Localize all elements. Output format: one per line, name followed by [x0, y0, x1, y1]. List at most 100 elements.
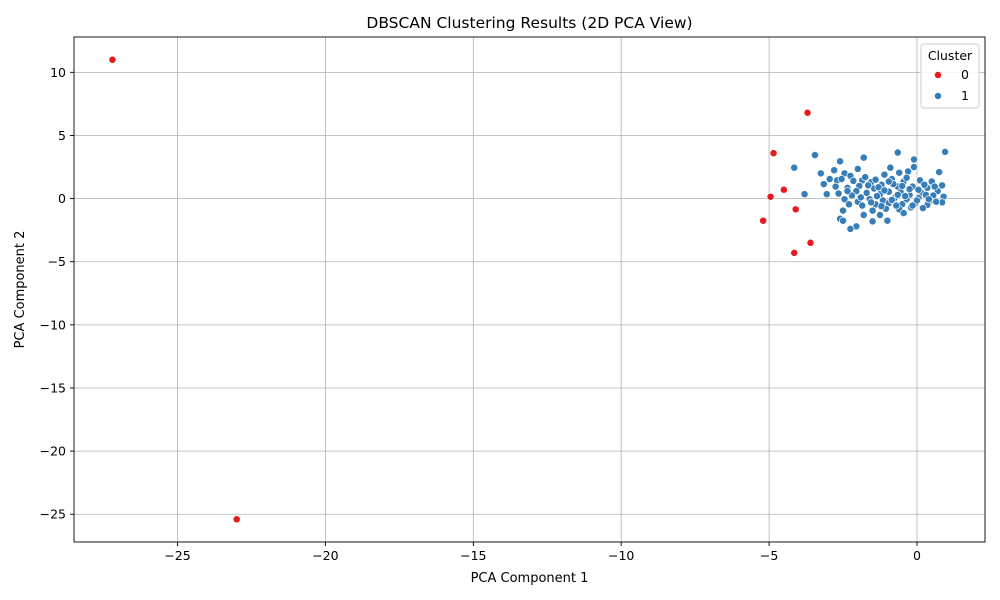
data-point-cluster-1 [867, 198, 876, 207]
data-point-cluster-1 [819, 180, 828, 189]
data-point-cluster-0 [806, 238, 815, 247]
legend-title: Cluster [928, 48, 973, 63]
data-point-cluster-1 [932, 197, 941, 206]
y-tick-label: −15 [40, 380, 66, 395]
data-point-cluster-1 [873, 192, 881, 201]
y-tick-label: −25 [40, 507, 66, 522]
data-point-cluster-1 [800, 190, 809, 199]
legend-label: 0 [961, 67, 969, 82]
data-point-cluster-1 [913, 196, 921, 205]
data-point-cluster-1 [941, 147, 950, 156]
data-point-cluster-1 [853, 164, 862, 173]
data-point-cluster-1 [871, 175, 880, 184]
data-point-cluster-0 [790, 248, 799, 257]
x-tick-label: 0 [913, 548, 921, 563]
data-point-cluster-1 [839, 216, 847, 225]
data-point-cluster-1 [901, 192, 910, 201]
data-point-cluster-1 [830, 166, 839, 175]
data-point-cluster-1 [876, 211, 884, 219]
data-point-cluster-1 [893, 190, 902, 199]
data-point-cluster-1 [938, 181, 947, 190]
data-point-cluster-1 [868, 217, 877, 226]
x-tick-label: −20 [312, 548, 338, 563]
data-point-cluster-1 [887, 195, 896, 204]
data-point-cluster-1 [935, 168, 944, 177]
data-point-cluster-1 [843, 187, 852, 195]
data-point-cluster-1 [914, 185, 923, 194]
data-point-cluster-1 [892, 201, 901, 210]
data-point-cluster-1 [905, 185, 914, 194]
y-tick-label: −5 [48, 254, 66, 269]
data-point-cluster-1 [898, 182, 907, 190]
data-point-cluster-1 [918, 204, 927, 213]
data-point-cluster-1 [862, 188, 871, 197]
data-point-cluster-1 [822, 190, 831, 199]
data-point-cluster-1 [844, 200, 853, 209]
data-point-cluster-1 [868, 206, 877, 215]
data-point-cluster-0 [791, 205, 800, 214]
y-tick-label: −10 [40, 317, 66, 332]
legend-label: 1 [961, 88, 969, 103]
legend-box [920, 43, 980, 109]
data-point-cluster-0 [803, 108, 812, 117]
data-point-cluster-1 [836, 157, 845, 166]
y-tick-label: 10 [50, 65, 66, 80]
data-point-cluster-1 [930, 182, 939, 191]
data-point-cluster-1 [831, 182, 840, 191]
data-point-cluster-1 [883, 216, 892, 225]
data-point-cluster-1 [902, 173, 911, 182]
legend-marker [934, 92, 942, 100]
axis-ticks: −25 −20 −15 −10 −5 0 −25 −20 −15 −10 −5 0 5 10 [40, 65, 921, 563]
data-point-cluster-0 [232, 515, 241, 524]
data-point-cluster-1 [910, 155, 918, 164]
data-point-cluster-1 [910, 163, 918, 171]
x-tick-label: −5 [760, 548, 778, 563]
x-tick-label: −25 [164, 548, 190, 563]
data-point-cluster-1 [884, 177, 893, 186]
plot-frame [73, 36, 986, 543]
data-point-cluster-1 [846, 224, 855, 233]
data-point-cluster-1 [877, 202, 886, 211]
y-tick-label: −20 [40, 444, 66, 459]
data-point-cluster-1 [810, 151, 819, 159]
data-point-cluster-0 [769, 149, 778, 158]
data-point-cluster-1 [920, 180, 929, 189]
data-points [108, 55, 950, 524]
data-point-cluster-1 [858, 201, 867, 210]
data-point-cluster-1 [880, 170, 889, 179]
data-point-cluster-1 [886, 163, 895, 172]
data-point-cluster-1 [859, 153, 868, 162]
data-point-cluster-1 [893, 148, 902, 157]
x-tick-label: −15 [460, 548, 486, 563]
legend: Cluster 0 1 [920, 43, 980, 109]
x-tick-label: −10 [608, 548, 634, 563]
x-axis-label: PCA Component 1 [471, 571, 589, 586]
data-point-cluster-1 [840, 195, 849, 204]
legend-marker [934, 71, 942, 79]
data-point-cluster-0 [759, 216, 768, 225]
grid [74, 37, 985, 542]
data-point-cluster-1 [825, 175, 834, 183]
chart-title: DBSCAN Clustering Results (2D PCA View) [366, 14, 692, 32]
data-point-cluster-1 [859, 211, 868, 219]
y-tick-label: 5 [58, 128, 66, 143]
y-tick-label: 0 [58, 191, 66, 206]
data-point-cluster-1 [924, 195, 933, 204]
data-point-cluster-1 [856, 193, 865, 202]
data-point-cluster-0 [108, 55, 117, 64]
data-point-cluster-1 [849, 176, 858, 185]
data-point-cluster-1 [861, 173, 870, 182]
data-point-cluster-1 [834, 189, 843, 198]
data-point-cluster-0 [779, 185, 788, 194]
data-point-cluster-1 [895, 168, 904, 177]
data-point-cluster-1 [839, 206, 847, 215]
data-point-cluster-1 [837, 175, 846, 183]
data-point-cluster-1 [908, 201, 917, 210]
data-point-cluster-1 [816, 169, 825, 178]
data-point-cluster-1 [880, 186, 889, 195]
data-point-cluster-1 [899, 209, 908, 218]
data-point-cluster-1 [790, 163, 799, 172]
